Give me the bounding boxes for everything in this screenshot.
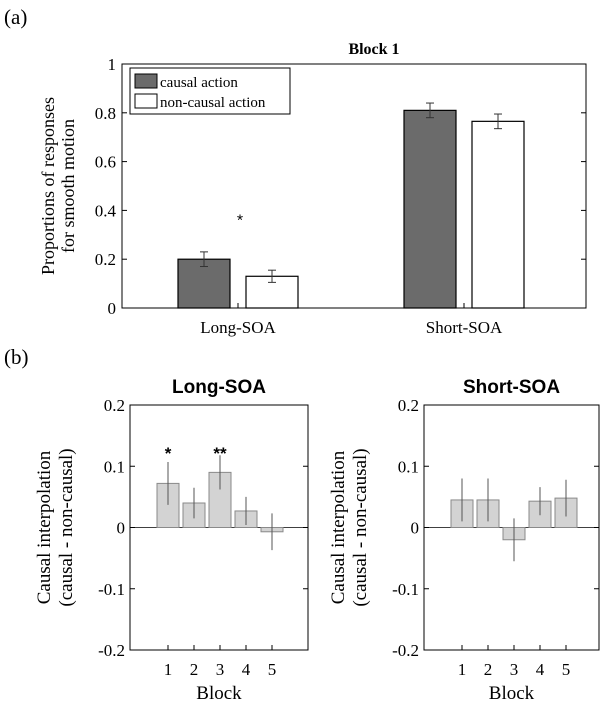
x-tick-label-a: Long-SOA (200, 318, 276, 337)
y-tick-label-b1: 0.2 (104, 396, 125, 415)
y-tick-label-b1: -0.1 (98, 580, 125, 599)
y-tick-label-a: 1 (108, 55, 117, 74)
bar-a-causal (177, 258, 231, 309)
y-tick-label-b1: 0 (117, 519, 126, 538)
y-tick-label-b2: 0.1 (398, 457, 419, 476)
x-tick-label-b2: 5 (562, 660, 571, 679)
y-tick-label-a: 0.2 (95, 250, 116, 269)
x-tick-label-b1: 4 (242, 660, 251, 679)
y-tick-label-b2: 0.2 (398, 396, 419, 415)
y-axis-label-b1: Causal interpolation (34, 450, 55, 604)
legend-swatch (134, 93, 158, 109)
significance-marker-b1: * (165, 444, 172, 463)
x-tick-label-b2: 2 (484, 660, 493, 679)
y-axis-label-b2: Causal interpolation (328, 450, 349, 604)
chart-title-a: Block 1 (348, 41, 399, 58)
significance-marker-b1: ** (213, 444, 227, 463)
y-tick-label-b2: -0.2 (392, 641, 419, 660)
chart-title-b2: Short-SOA (463, 377, 560, 398)
y-tick-label-b1: 0.1 (104, 457, 125, 476)
y-axis-label-a: Proportions of responses (38, 97, 58, 275)
x-tick-label-a: Short-SOA (426, 318, 503, 337)
x-tick-label-b2: 1 (458, 660, 467, 679)
y-tick-label-b1: -0.2 (98, 641, 125, 660)
y-tick-label-b2: 0 (411, 519, 420, 538)
y-tick-label-a: 0.4 (95, 201, 117, 220)
bar-a-causal (403, 109, 457, 309)
x-tick-label-b2: 3 (510, 660, 519, 679)
legend-label: causal action (160, 75, 238, 91)
x-tick-label-b1: 3 (216, 660, 225, 679)
significance-marker-a: * (237, 213, 243, 230)
legend-label: non-causal action (160, 95, 266, 111)
y-tick-label-a: 0 (108, 299, 117, 318)
panel-label-a: (a) (4, 5, 27, 29)
y-tick-label-b2: -0.1 (392, 580, 419, 599)
y-tick-label-a: 0.6 (95, 153, 116, 172)
y-axis-label-b1: (causal - non-causal) (56, 448, 77, 606)
y-tick-label-a: 0.8 (95, 104, 116, 123)
panel-label-b: (b) (4, 345, 29, 369)
x-axis-label-b1: Block (196, 683, 242, 702)
x-tick-label-b2: 4 (536, 660, 545, 679)
x-tick-label-b1: 2 (190, 660, 199, 679)
legend-swatch (134, 73, 158, 89)
plot-area-a (121, 63, 587, 309)
x-axis-label-b2: Block (489, 683, 535, 702)
chart-title-b1: Long-SOA (172, 377, 266, 398)
x-tick-label-b1: 5 (268, 660, 277, 679)
y-axis-label-a: for smooth motion (58, 119, 78, 253)
x-tick-label-b1: 1 (164, 660, 173, 679)
bar-a-noncausal (471, 120, 525, 309)
y-axis-label-b2: (causal - non-causal) (350, 448, 371, 606)
